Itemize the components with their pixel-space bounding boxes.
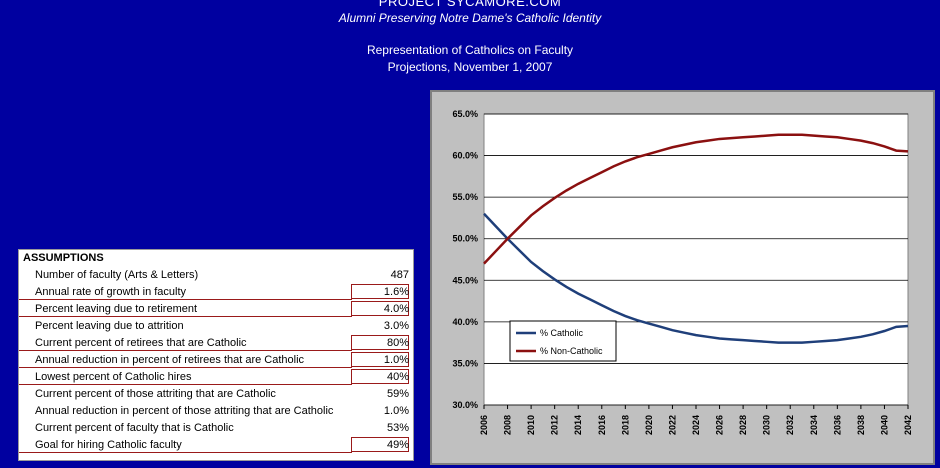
y-tick-label: 65.0% bbox=[452, 109, 478, 119]
x-tick-label: 2012 bbox=[550, 415, 560, 435]
assumption-label: Number of faculty (Arts & Letters) bbox=[35, 269, 199, 281]
assumption-label: Percent leaving due to retirement bbox=[35, 303, 198, 315]
assumption-label: Annual reduction in percent of retirees … bbox=[35, 354, 305, 366]
assumption-value[interactable]: 49% bbox=[386, 439, 409, 451]
x-tick-label: 2034 bbox=[809, 415, 819, 435]
assumption-value: 487 bbox=[390, 269, 409, 281]
assumption-row: Current percent of retirees that are Cat… bbox=[19, 335, 413, 352]
y-tick-label: 30.0% bbox=[452, 400, 478, 410]
assumption-label: Current percent of those attriting that … bbox=[35, 388, 276, 400]
assumptions-title: ASSUMPTIONS bbox=[23, 252, 104, 264]
assumption-label: Current percent of faculty that is Catho… bbox=[35, 422, 234, 434]
assumption-row: Current percent of faculty that is Catho… bbox=[19, 420, 413, 437]
legend-label: % Non-Catholic bbox=[540, 346, 603, 356]
assumption-value: 59% bbox=[386, 388, 409, 400]
x-tick-label: 2006 bbox=[479, 415, 489, 435]
assumption-label: Annual rate of growth in faculty bbox=[35, 286, 187, 298]
assumption-value[interactable]: 1.0% bbox=[383, 354, 409, 366]
assumption-label: Goal for hiring Catholic faculty bbox=[35, 439, 182, 451]
x-tick-label: 2018 bbox=[620, 415, 630, 435]
assumption-row: Goal for hiring Catholic faculty 49% bbox=[19, 437, 413, 454]
assumption-row: Annual reduction in percent of retirees … bbox=[19, 352, 413, 369]
x-tick-label: 2024 bbox=[691, 415, 701, 435]
assumption-row: Number of faculty (Arts & Letters) 487 bbox=[19, 267, 413, 284]
assumption-value[interactable]: 80% bbox=[386, 337, 409, 349]
assumption-input-box[interactable] bbox=[351, 284, 409, 299]
assumption-row: Percent leaving due to retirement 4.0% bbox=[19, 301, 413, 318]
assumption-row: Lowest percent of Catholic hires 40% bbox=[19, 369, 413, 386]
assumption-label: Percent leaving due to attrition bbox=[35, 320, 184, 332]
y-tick-label: 50.0% bbox=[452, 234, 478, 244]
series-line bbox=[483, 212, 909, 344]
input-underline bbox=[19, 301, 352, 317]
assumption-input-box[interactable] bbox=[351, 301, 409, 316]
assumption-row: Percent leaving due to attrition 3.0% bbox=[19, 318, 413, 335]
assumption-value[interactable]: 4.0% bbox=[383, 303, 409, 315]
assumption-value[interactable]: 1.6% bbox=[383, 286, 409, 298]
y-tick-label: 45.0% bbox=[452, 275, 478, 285]
x-tick-label: 2016 bbox=[597, 415, 607, 435]
legend-box bbox=[509, 320, 617, 362]
assumptions-panel: ASSUMPTIONS Number of faculty (Arts & Le… bbox=[18, 249, 414, 461]
x-tick-label: 2022 bbox=[667, 415, 677, 435]
chart-svg: 30.0% 35.0% 40.0% 45.0% 50.0% 55.0% 60.0% 65.0%… bbox=[452, 109, 913, 435]
x-tick-label: 2020 bbox=[644, 415, 654, 435]
x-tick-label: 2026 bbox=[715, 415, 725, 435]
input-underline bbox=[19, 352, 352, 368]
assumption-label: Annual reduction in percent of those att… bbox=[35, 405, 334, 417]
assumption-value[interactable]: 40% bbox=[386, 371, 409, 383]
series-line bbox=[483, 133, 909, 265]
y-tick-label: 40.0% bbox=[452, 317, 478, 327]
x-tick-label: 2030 bbox=[762, 415, 772, 435]
x-tick-label: 2032 bbox=[785, 415, 795, 435]
report-date: Projections, November 1, 2007 bbox=[387, 60, 553, 74]
projection-chart: 30.0% 35.0% 40.0% 45.0% 50.0% 55.0% 60.0% 65.0%… bbox=[430, 90, 935, 465]
x-tick-label: 2040 bbox=[879, 415, 889, 435]
x-tick-label: 2010 bbox=[526, 415, 536, 435]
x-tick-label: 2028 bbox=[738, 415, 748, 435]
input-underline bbox=[19, 335, 352, 351]
x-tick-label: 2042 bbox=[903, 415, 913, 435]
legend-label: % Catholic bbox=[540, 328, 584, 338]
assumption-input-box[interactable] bbox=[351, 369, 409, 384]
assumption-label: Current percent of retirees that are Cat… bbox=[35, 337, 247, 349]
assumption-input-box[interactable] bbox=[351, 335, 409, 350]
assumption-value: 3.0% bbox=[383, 320, 409, 332]
y-tick-label: 60.0% bbox=[452, 151, 478, 161]
y-tick-label: 35.0% bbox=[452, 358, 478, 368]
assumption-row: Annual reduction in percent of those att… bbox=[19, 403, 413, 420]
assumption-row: Current percent of those attriting that … bbox=[19, 386, 413, 403]
site-title: PROJECT SYCAMORE.COM bbox=[378, 0, 562, 9]
report-title: Representation of Catholics on Faculty bbox=[366, 43, 574, 57]
assumption-label: Lowest percent of Catholic hires bbox=[35, 371, 192, 383]
input-underline bbox=[19, 369, 352, 385]
assumption-row: Annual rate of growth in faculty 1.6% bbox=[19, 284, 413, 301]
assumption-value: 53% bbox=[386, 422, 409, 434]
x-tick-label: 2008 bbox=[503, 415, 513, 435]
x-tick-label: 2014 bbox=[573, 415, 583, 435]
x-tick-label: 2036 bbox=[832, 415, 842, 435]
y-tick-label: 55.0% bbox=[452, 192, 478, 202]
assumption-value: 1.0% bbox=[383, 405, 409, 417]
x-tick-label: 2038 bbox=[856, 415, 866, 435]
input-underline bbox=[19, 284, 352, 300]
assumption-input-box[interactable] bbox=[351, 352, 409, 367]
site-tagline: Alumni Preserving Notre Dame's Catholic … bbox=[338, 11, 602, 25]
